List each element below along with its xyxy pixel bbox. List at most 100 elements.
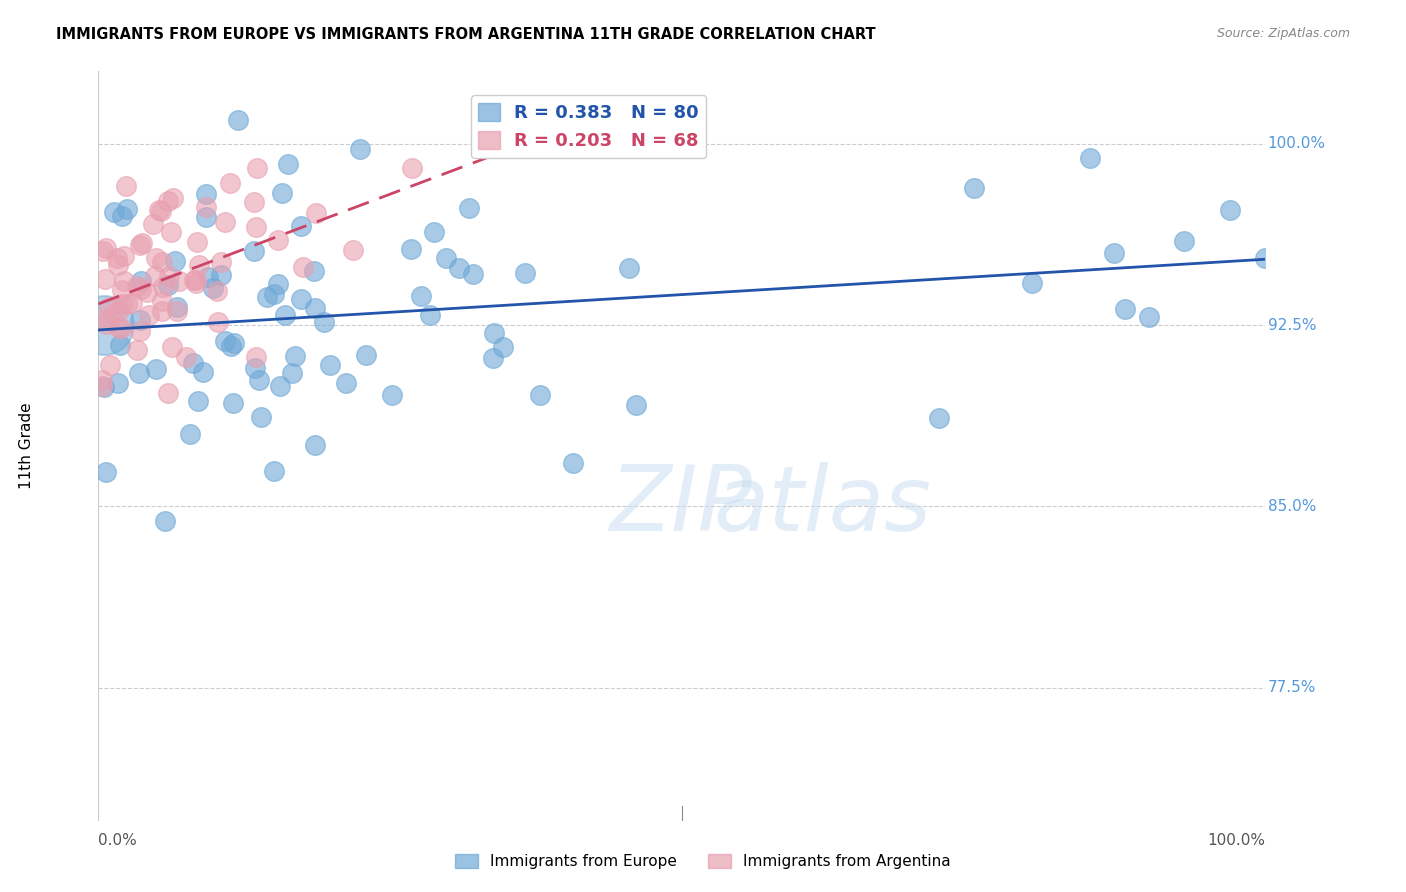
Point — [1080, 151, 1102, 165]
Point — [183, 273, 205, 287]
Text: IMMIGRANTS FROM EUROPE VS IMMIGRANTS FROM ARGENTINA 11TH GRADE CORRELATION CHART: IMMIGRANTS FROM EUROPE VS IMMIGRANTS FRO… — [56, 27, 876, 42]
Point — [209, 268, 232, 282]
Point — [247, 373, 270, 387]
Point — [481, 351, 503, 365]
Point — [150, 304, 173, 318]
Point — [207, 315, 229, 329]
Point — [174, 350, 197, 364]
Point — [619, 261, 641, 276]
Point — [129, 313, 152, 327]
Text: Source: ZipAtlas.com: Source: ZipAtlas.com — [1216, 27, 1350, 40]
Point — [121, 295, 143, 310]
Point — [110, 338, 132, 352]
Point — [224, 336, 246, 351]
Point — [422, 225, 444, 239]
Point — [342, 244, 364, 258]
Point — [150, 293, 173, 308]
Point — [562, 456, 585, 470]
Point — [209, 255, 232, 269]
Text: ZIP: ZIP — [610, 462, 754, 550]
Point — [245, 350, 267, 364]
Point — [482, 326, 505, 340]
Point — [419, 308, 441, 322]
Point — [131, 274, 153, 288]
Point — [169, 274, 191, 288]
Point — [107, 258, 129, 272]
Point — [319, 358, 342, 372]
Point — [128, 366, 150, 380]
Point — [150, 255, 173, 269]
Point — [281, 366, 304, 380]
Point — [529, 388, 551, 402]
Point — [107, 376, 129, 391]
Point — [152, 280, 174, 294]
Text: 0.0%: 0.0% — [98, 833, 138, 847]
Point — [463, 267, 485, 281]
Point — [962, 180, 984, 194]
Point — [277, 156, 299, 170]
Point — [335, 376, 357, 391]
Point — [349, 143, 371, 157]
Point — [105, 251, 128, 265]
Point — [928, 410, 950, 425]
Point — [127, 279, 149, 293]
Point — [166, 300, 188, 314]
Point — [1021, 277, 1043, 291]
Point — [292, 260, 315, 274]
Point — [197, 270, 219, 285]
Point — [107, 304, 129, 318]
Point — [243, 194, 266, 209]
Point — [111, 283, 134, 297]
Point — [186, 273, 208, 287]
Text: 100.0%: 100.0% — [1268, 136, 1326, 152]
Point — [1254, 251, 1277, 265]
Point — [111, 297, 134, 311]
Point — [274, 308, 297, 322]
Point — [94, 241, 117, 255]
Point — [145, 268, 167, 283]
Point — [129, 282, 152, 296]
Point — [447, 261, 470, 276]
Point — [256, 290, 278, 304]
Point — [157, 277, 180, 292]
Point — [401, 161, 423, 175]
Point — [245, 220, 267, 235]
Point — [91, 313, 114, 327]
Point — [191, 365, 214, 379]
Point — [269, 379, 291, 393]
Point — [155, 514, 177, 528]
Point — [91, 244, 114, 258]
Legend: R = 0.383   N = 80, R = 0.203   N = 68: R = 0.383 N = 80, R = 0.203 N = 68 — [471, 95, 706, 158]
Point — [162, 191, 184, 205]
Point — [1219, 203, 1241, 218]
Point — [179, 427, 201, 442]
Point — [156, 194, 179, 208]
Text: 100.0%: 100.0% — [1208, 833, 1265, 847]
Point — [90, 378, 112, 392]
Point — [304, 301, 326, 315]
Text: 85.0%: 85.0% — [1268, 499, 1316, 514]
Point — [221, 339, 243, 353]
Point — [263, 287, 285, 301]
Point — [93, 380, 115, 394]
Point — [98, 358, 121, 372]
Point — [271, 186, 294, 200]
Point — [304, 438, 326, 452]
Text: 11th Grade: 11th Grade — [20, 402, 34, 490]
Point — [195, 187, 218, 202]
Point — [115, 178, 138, 193]
Point — [201, 281, 224, 295]
Point — [304, 264, 326, 278]
Point — [98, 300, 121, 314]
Point — [93, 318, 115, 333]
Point — [1173, 234, 1195, 248]
Point — [195, 210, 218, 224]
Point — [108, 320, 131, 334]
Point — [156, 385, 179, 400]
Point — [187, 393, 209, 408]
Point — [246, 161, 269, 175]
Point — [249, 410, 271, 425]
Point — [110, 210, 132, 224]
Point — [458, 202, 481, 216]
Point — [166, 303, 188, 318]
